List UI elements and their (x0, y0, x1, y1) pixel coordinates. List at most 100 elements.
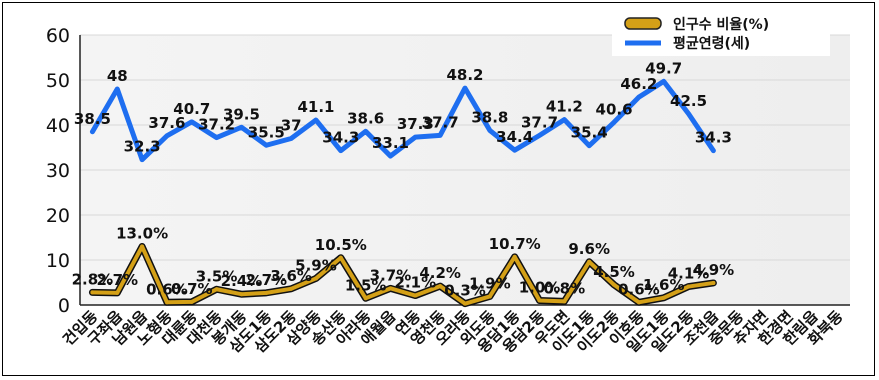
age-point (313, 118, 318, 123)
age-data-label: 42.5 (670, 92, 707, 110)
population-data-label: 1.9% (469, 274, 511, 292)
population-data-label: 3.6% (270, 267, 312, 285)
population-point (388, 286, 393, 291)
age-data-label: 37.7 (521, 113, 558, 131)
age-point (636, 95, 641, 100)
population-data-label: 0.8% (544, 279, 586, 297)
population-point (711, 280, 716, 285)
population-data-label: 10.7% (489, 235, 541, 253)
population-data-label: 3.7% (370, 266, 412, 284)
population-data-label: 1.5% (345, 276, 387, 294)
population-point (537, 298, 542, 303)
population-point (363, 296, 368, 301)
y-tick-label: 40 (46, 115, 70, 137)
age-point (239, 125, 244, 130)
age-data-label: 49.7 (645, 59, 682, 77)
age-point (338, 148, 343, 153)
age-data-label: 38.5 (74, 110, 111, 128)
age-point (264, 143, 269, 148)
series-line-age (89, 78, 716, 163)
age-data-label: 33.1 (372, 134, 409, 152)
age-point (289, 136, 294, 141)
population-data-label: 0.3% (444, 282, 486, 300)
age-point (661, 79, 666, 84)
age-data-label: 39.5 (223, 105, 260, 123)
population-point (164, 300, 169, 305)
population-point (636, 300, 641, 305)
population-data-label: 4.9% (693, 261, 735, 279)
y-tick-label: 60 (46, 25, 70, 47)
age-data-label: 40.6 (596, 100, 633, 118)
age-data-label: 41.2 (546, 98, 583, 116)
population-data-label: 9.6% (568, 240, 610, 258)
age-point (487, 128, 492, 133)
age-point (388, 154, 393, 159)
population-data-label: 2.4% (221, 272, 263, 290)
population-point (239, 292, 244, 297)
age-point (711, 148, 716, 153)
age-data-label: 37.6 (148, 114, 185, 132)
population-point (612, 282, 617, 287)
population-data-label: 4.2% (419, 264, 461, 282)
age-point (90, 129, 95, 134)
age-data-label: 34.4 (496, 128, 533, 146)
population-point (438, 284, 443, 289)
age-data-label: 38.6 (347, 109, 384, 127)
population-point (115, 290, 120, 295)
series-line-population (90, 244, 716, 306)
population-point (413, 293, 418, 298)
age-data-label: 37.3 (397, 115, 434, 133)
population-point (189, 299, 194, 304)
age-point (537, 133, 542, 138)
population-data-label: 2.7% (96, 271, 138, 289)
age-point (562, 117, 567, 122)
population-data-label: 4.5% (593, 263, 635, 281)
age-data-label: 48 (107, 67, 128, 85)
age-data-label: 32.3 (124, 138, 161, 156)
age-point (463, 86, 467, 91)
age-data-label: 35.4 (571, 124, 608, 142)
age-data-label: 41.1 (297, 98, 334, 116)
y-tick-label: 30 (46, 160, 70, 182)
y-tick-label: 20 (46, 205, 70, 227)
age-point (363, 129, 368, 134)
population-point (289, 286, 294, 291)
age-data-label: 46.2 (620, 75, 657, 93)
population-point (587, 259, 592, 264)
population-point (338, 255, 343, 260)
legend: 인구수 비율(%) 평균연령(세) (612, 13, 830, 56)
age-data-label: 38.8 (471, 108, 508, 126)
population-point (140, 244, 145, 249)
population-data-label: 3.5% (196, 267, 238, 285)
population-point (214, 287, 219, 292)
population-data-label: 10.5% (315, 236, 367, 254)
age-point (686, 111, 691, 116)
legend-label-population: 인구수 비율(%) (673, 16, 769, 33)
age-point (612, 120, 617, 125)
population-point (264, 290, 269, 295)
population-data-label: 1.0% (519, 279, 561, 297)
age-data-label: 37.2 (198, 116, 235, 134)
y-tick-label: 0 (58, 295, 70, 317)
population-point (487, 294, 492, 299)
population-point (463, 301, 467, 306)
population-point (313, 276, 318, 281)
age-data-label: 35.5 (248, 123, 285, 141)
population-point (90, 290, 95, 295)
population-data-label: 0.7% (171, 280, 213, 298)
legend-swatch-population (624, 17, 662, 30)
age-data-label: 34.3 (322, 129, 359, 147)
age-point (214, 135, 219, 140)
population-data-label: 2.8% (72, 270, 114, 288)
population-data-label: 13.0% (116, 225, 168, 243)
age-point (189, 119, 194, 124)
age-data-label: 48.2 (446, 66, 483, 84)
population-data-label: 2.1% (395, 274, 437, 292)
population-data-label: 5.9% (295, 256, 337, 274)
age-point (587, 143, 592, 148)
age-point (164, 133, 169, 138)
y-tick-label: 50 (46, 70, 70, 92)
population-data-label: 0.6% (146, 280, 188, 298)
population-data-label: 4.1% (668, 265, 710, 283)
